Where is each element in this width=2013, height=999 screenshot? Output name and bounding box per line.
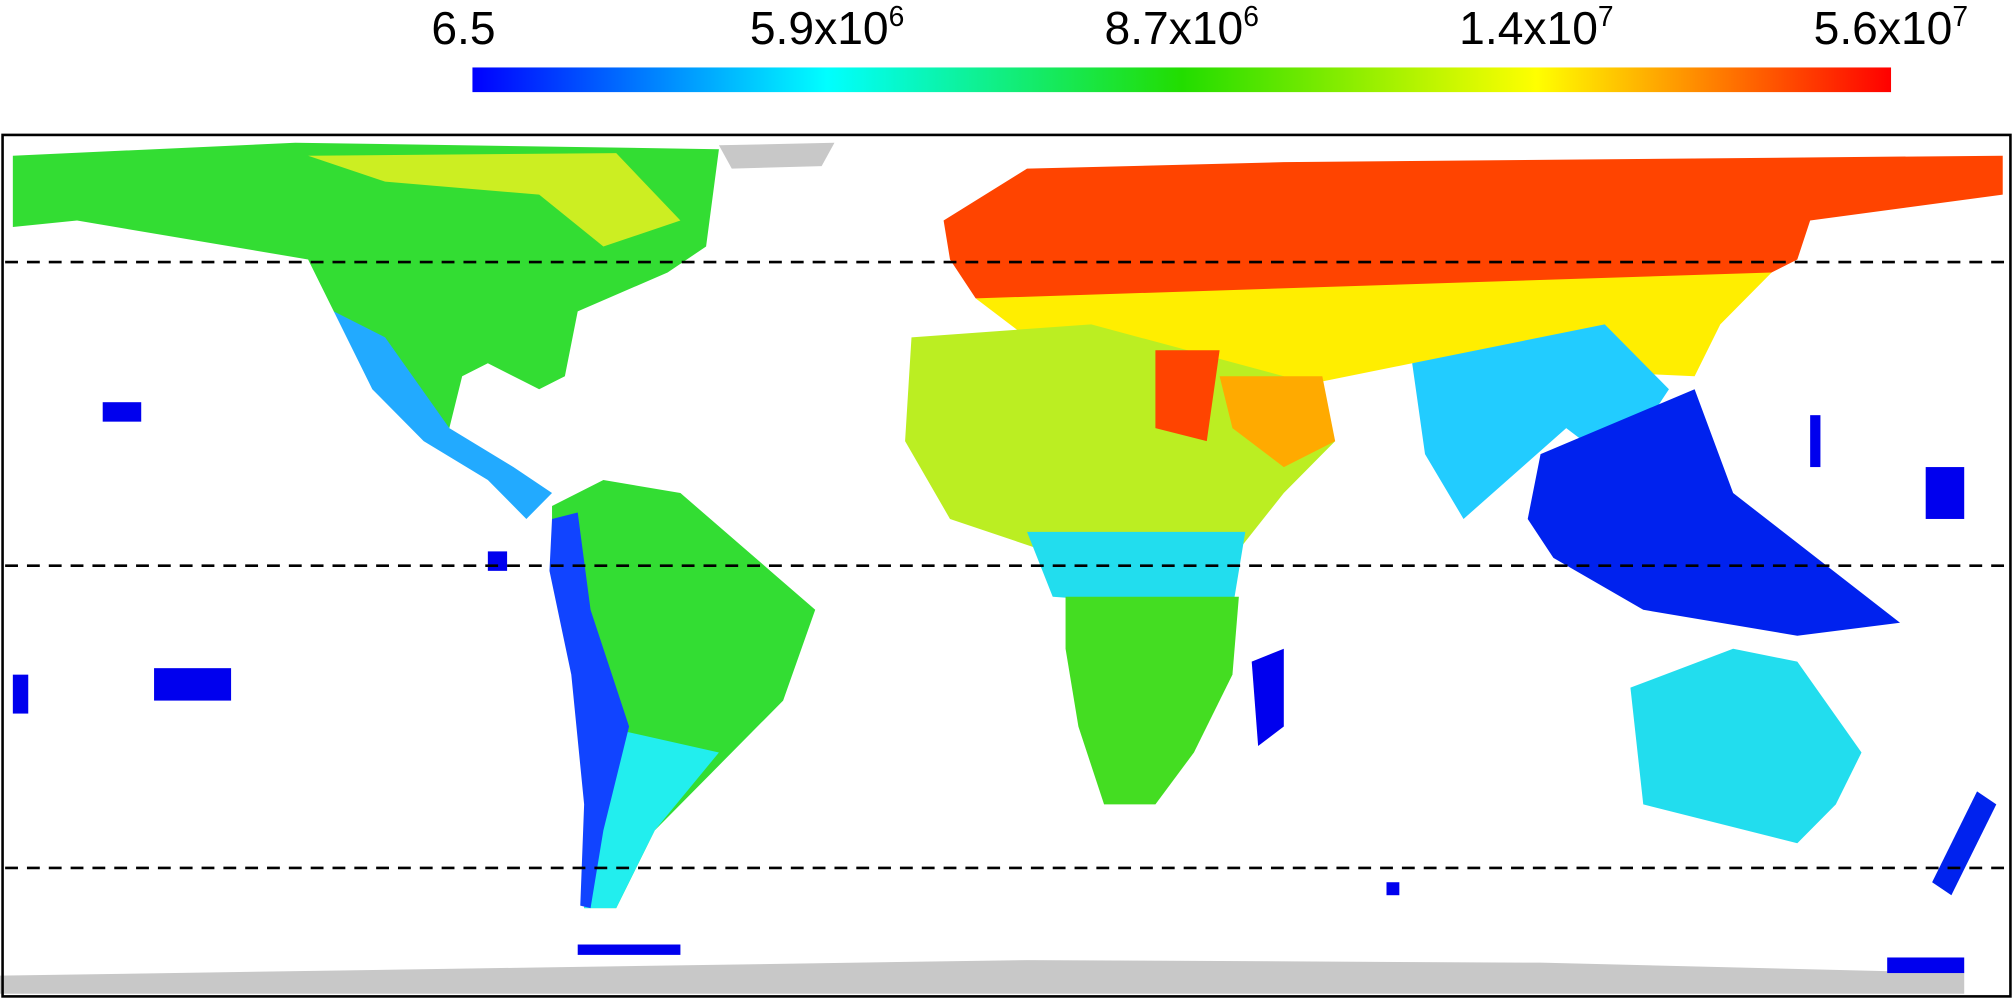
map [0,133,2012,998]
tick-base: 5.6x10 [1814,2,1953,54]
tick-exponent: 6 [1243,1,1259,33]
colorbar-tick-label: 5.6x107 [1814,1,1968,54]
island [1887,957,1965,974]
colorbar-tick-label: 6.5 [431,2,495,54]
latitude-lines [5,260,2008,870]
island [487,551,508,571]
colorbar [472,67,1892,93]
north-america-yellow [308,153,681,247]
map-frame [1,133,2012,998]
tick-exponent: 7 [1952,1,1968,33]
island [1810,415,1821,468]
island [1386,882,1400,896]
eurasia [943,155,2003,312]
tick-base: 5.9x10 [750,2,889,54]
arabia [1219,376,1336,468]
india [1412,324,1669,519]
tick-base: 1.4x10 [1459,2,1598,54]
andes [549,512,630,909]
madagascar [1251,648,1284,747]
antarctica [0,960,1965,994]
greenland [718,142,835,169]
island [12,674,29,714]
north-america [12,142,719,429]
tick-base: 8.7x10 [1105,2,1244,54]
australia [1630,648,1862,844]
tick-exponent: 6 [889,1,905,33]
egypt-red [1155,350,1220,442]
island [154,668,232,701]
island [1925,467,1965,519]
tick-base: 6.5 [431,2,495,54]
tick-exponent: 7 [1598,1,1614,33]
colorbar-ticks: 6.5 5.9x106 8.7x106 1.4x107 5.6x107 [431,1,1968,54]
island [102,402,142,422]
south-africa [1065,596,1239,805]
colorbar-tick-label: 5.9x106 [750,1,904,54]
island [577,944,681,955]
central-america [333,311,553,519]
colorbar-tick-label: 1.4x107 [1459,1,1613,54]
southeast-asia [1527,389,1901,636]
colorbar-tick-label: 8.7x106 [1105,1,1259,54]
islands [12,402,1965,974]
south-america-south [584,726,719,909]
africa-band [1027,531,1246,610]
